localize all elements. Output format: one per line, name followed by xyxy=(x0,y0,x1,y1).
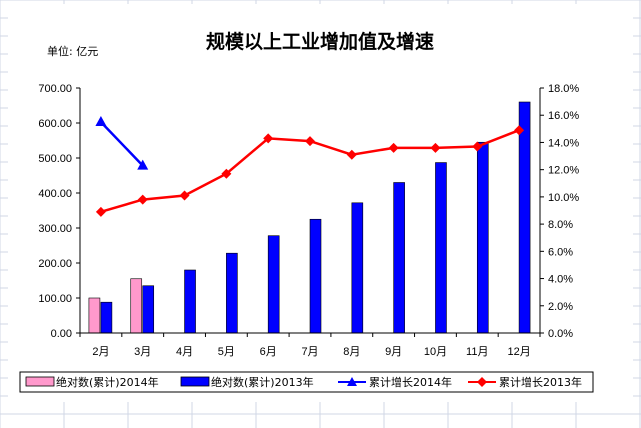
left-tick-label: 700.00 xyxy=(38,83,72,95)
x-tick-label: 4月 xyxy=(176,346,193,358)
bar xyxy=(184,269,196,334)
point-diamond xyxy=(305,136,315,147)
legend: 绝对数(累计)2014年 绝对数(累计)2013年 累计增长2014年 累计增长… xyxy=(19,371,594,393)
point-diamond xyxy=(514,125,525,136)
bar xyxy=(309,218,322,334)
x-tick-label: 12月 xyxy=(507,346,530,358)
x-tick-label: 7月 xyxy=(301,346,318,358)
unit-label: 单位: 亿元 xyxy=(47,44,98,58)
bar xyxy=(142,285,155,334)
bar xyxy=(518,101,531,334)
right-tick-label: 16.0% xyxy=(548,110,579,122)
x-tick-label: 6月 xyxy=(260,346,277,358)
point-triangle xyxy=(95,116,107,127)
right-tick-label: 4.0% xyxy=(548,274,573,286)
x-tick-label: 11月 xyxy=(466,346,488,358)
right-tick-label: 18.0% xyxy=(548,83,579,95)
left-tick-label: 0.00 xyxy=(51,328,72,340)
right-tick-label: 0.0% xyxy=(548,328,573,340)
x-tick-label: 5月 xyxy=(218,346,235,358)
legend-label-line-2014: 累计增长2014年 xyxy=(369,375,452,389)
legend-marker-diamond xyxy=(477,377,487,387)
x-tick-label: 2月 xyxy=(92,346,109,358)
point-diamond xyxy=(346,149,357,160)
right-tick-label: 6.0% xyxy=(548,246,573,258)
right-tick-label: 8.0% xyxy=(548,219,573,231)
x-tick-label: 8月 xyxy=(343,346,360,358)
legend-label-line-2013: 累计增长2013年 xyxy=(499,375,582,389)
bar xyxy=(435,162,447,334)
bar xyxy=(130,278,143,334)
x-tick-label: 10月 xyxy=(424,346,447,358)
line-series xyxy=(95,116,525,217)
legend-swatch-bar-2014 xyxy=(25,376,55,387)
right-axis: 0.0% 2.0% 4.0% 6.0% 8.0% 10.0% 12.0% 14.0% 16.0%… xyxy=(539,83,579,340)
point-diamond xyxy=(430,142,441,153)
legend-label-bar-2013: 绝对数(累计)2013年 xyxy=(211,375,314,389)
chart-title: 规模以上工业增加值及增速 xyxy=(206,30,434,53)
point-diamond xyxy=(179,190,190,201)
legend-label-bar-2014: 绝对数(累计)2014年 xyxy=(56,375,159,389)
legend-box xyxy=(19,371,594,393)
point-diamond xyxy=(95,206,106,217)
left-tick-label: 400.00 xyxy=(38,188,72,200)
left-tick-label: 200.00 xyxy=(38,258,72,270)
bar xyxy=(88,297,101,334)
legend-swatch-bar-2013 xyxy=(180,376,210,387)
point-diamond xyxy=(221,168,232,179)
legend-marker-triangle xyxy=(347,377,357,386)
left-tick-label: 600.00 xyxy=(38,118,72,130)
series-line xyxy=(100,121,144,167)
x-axis: 2月 3月 4月 5月 6月 7月 8月 9月 10月 11月 12月 xyxy=(79,332,541,358)
bar-series xyxy=(88,101,531,334)
point-diamond xyxy=(388,142,399,153)
left-tick-label: 300.00 xyxy=(38,223,72,235)
bar xyxy=(226,252,238,334)
bar xyxy=(393,182,405,334)
bar xyxy=(267,235,280,334)
bar xyxy=(351,202,364,334)
right-tick-label: 10.0% xyxy=(548,192,579,204)
point-diamond xyxy=(137,194,148,205)
left-axis: 0.00 100.00 200.00 300.00 400.00 500.00 600.00… xyxy=(38,83,81,340)
right-tick-label: 14.0% xyxy=(548,137,579,149)
x-tick-label: 9月 xyxy=(385,346,402,358)
left-tick-label: 100.00 xyxy=(38,293,72,305)
right-tick-label: 2.0% xyxy=(548,301,573,313)
bar xyxy=(100,301,113,334)
x-tick-label: 3月 xyxy=(134,346,151,358)
point-diamond xyxy=(263,133,274,144)
bar xyxy=(476,141,489,334)
left-tick-label: 500.00 xyxy=(38,153,72,165)
right-tick-label: 12.0% xyxy=(548,165,579,177)
point-diamond xyxy=(472,141,483,152)
point-triangle xyxy=(137,159,149,170)
